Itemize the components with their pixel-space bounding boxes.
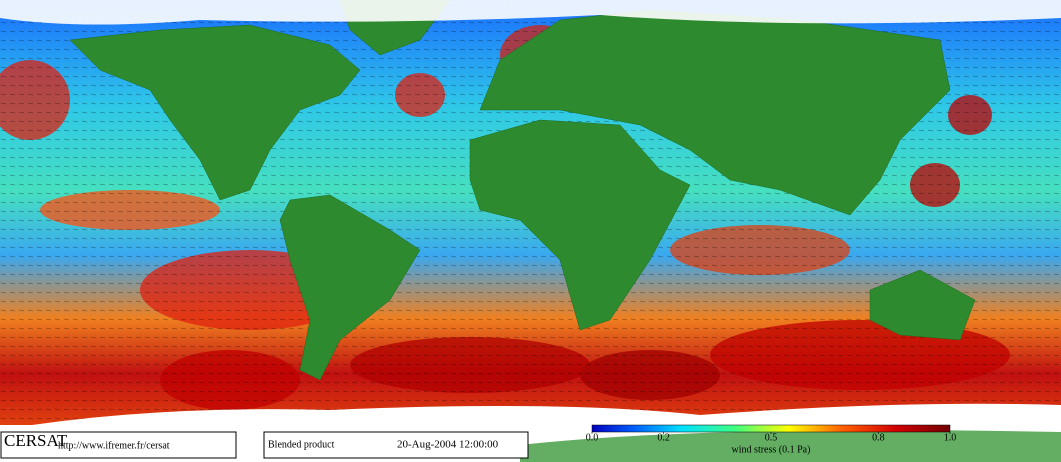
colorbar-tick-label: 1.0 [944, 432, 957, 443]
colorbar-label: wind stress (0.1 Pa) [732, 444, 811, 455]
map [0, 0, 1061, 425]
colorbar-ramp [591, 424, 951, 433]
product-box [263, 431, 529, 459]
colorbar-tick-label: 0.0 [586, 432, 599, 443]
colorbar: wind stress (0.1 Pa) 0.0 0.2 0.5 0.8 1.0 [586, 424, 957, 455]
url: http://www.ifremer.fr/cersat [58, 440, 170, 451]
date: 20-Aug-2004 12:00:00 [397, 439, 499, 451]
logo: CERSAT [4, 431, 68, 450]
colorbar-tick-label: 0.8 [872, 432, 885, 443]
logo-box [0, 431, 237, 459]
product: Blended product [268, 439, 335, 450]
footer: CERSAT http://www.ifremer.fr/cersat Blen… [0, 431, 529, 459]
colorbar-tick-label: 0.2 [657, 432, 670, 443]
colorbar-tick-label: 0.5 [765, 432, 778, 443]
